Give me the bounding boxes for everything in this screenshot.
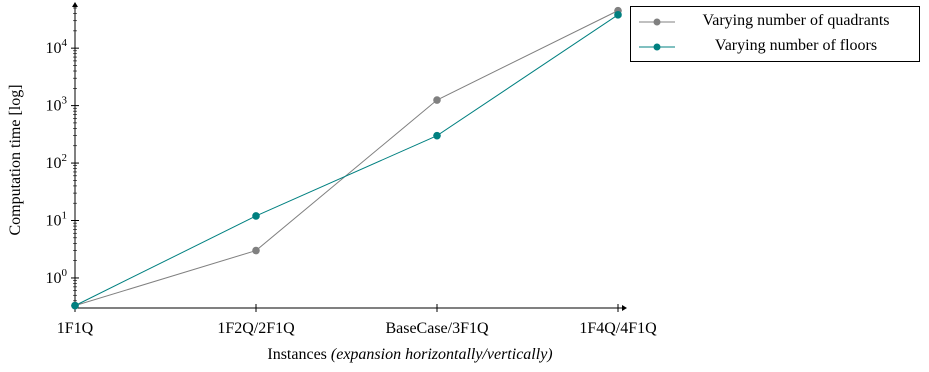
data-point-1 bbox=[252, 212, 260, 220]
series-line-0 bbox=[74, 10, 619, 307]
y-ticks: 100 101 102 103 104 bbox=[46, 7, 79, 309]
legend-label-quadrants: Varying number of quadrants bbox=[702, 12, 890, 29]
data-point-0 bbox=[252, 246, 260, 255]
y-axis-arrow bbox=[72, 2, 78, 7]
legend: Varying number of quadrants Varying numb… bbox=[630, 6, 920, 62]
y-tick-label: 102 bbox=[46, 152, 68, 172]
x-tick-label: 1F4Q/4F1Q bbox=[579, 320, 657, 337]
x-axis-label: Instances (expansion horizontally/vertic… bbox=[150, 346, 670, 364]
data-point-1 bbox=[71, 301, 79, 310]
legend-swatch-floors bbox=[639, 43, 675, 51]
legend-swatch-quadrants bbox=[639, 18, 675, 26]
data-point-0 bbox=[433, 96, 441, 104]
series-line-1 bbox=[74, 14, 619, 307]
x-tick-label: BaseCase/3F1Q bbox=[385, 320, 489, 337]
x-tick-label: 1F1Q bbox=[57, 320, 94, 337]
x-axis-label-note: (expansion horizontally/vertically) bbox=[330, 346, 553, 363]
y-tick-label: 101 bbox=[46, 210, 68, 230]
x-ticks: 1F1Q 1F2Q/2F1Q BaseCase/3F1Q 1F4Q/4F1Q bbox=[57, 304, 657, 337]
y-tick-label: 100 bbox=[46, 267, 68, 287]
axes bbox=[72, 2, 627, 311]
y-axis-label: Computation time [log] bbox=[7, 84, 24, 235]
y-tick-label: 104 bbox=[46, 37, 68, 57]
legend-item-floors: Varying number of floors bbox=[631, 35, 919, 59]
data-point-1 bbox=[433, 131, 441, 140]
data-point-1 bbox=[614, 11, 622, 19]
legend-item-quadrants: Varying number of quadrants bbox=[631, 10, 919, 34]
series-lines bbox=[71, 6, 622, 310]
y-tick-label: 103 bbox=[46, 95, 68, 115]
x-axis-arrow bbox=[622, 305, 627, 311]
x-tick-label: 1F2Q/2F1Q bbox=[217, 320, 295, 337]
legend-label-floors: Varying number of floors bbox=[714, 37, 878, 54]
x-axis-label-main: Instances bbox=[267, 346, 327, 363]
